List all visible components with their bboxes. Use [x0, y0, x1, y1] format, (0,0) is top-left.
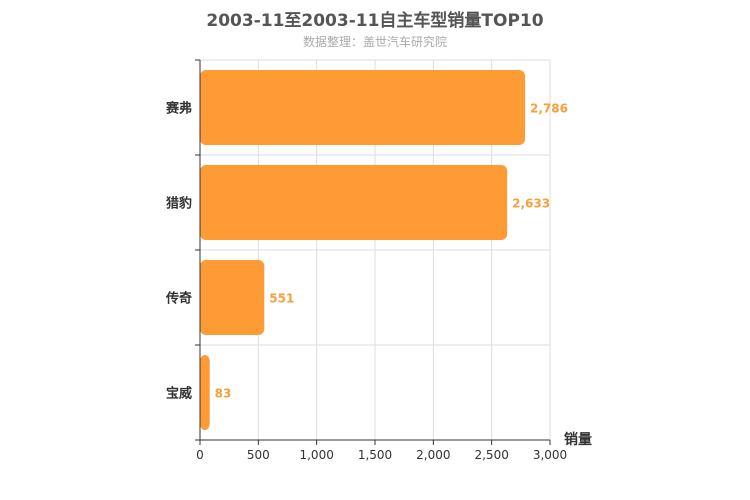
value-label: 83	[215, 387, 232, 401]
x-tick-label: 3,000	[533, 448, 567, 462]
category-label: 传奇	[165, 291, 192, 307]
x-tick-label: 0	[196, 448, 204, 462]
chart-title: 2003-11至2003-11自主车型销量TOP10	[206, 11, 544, 31]
value-label: 2,633	[512, 197, 550, 211]
x-tick-label: 500	[247, 448, 270, 462]
x-tick-label: 2,000	[416, 448, 450, 462]
x-tick-label: 1,500	[358, 448, 392, 462]
category-label: 宝威	[166, 386, 192, 402]
category-label: 猎豹	[166, 196, 192, 212]
x-axis-title: 销量	[564, 431, 592, 448]
x-tick-label: 2,500	[474, 448, 508, 462]
x-tick-label: 1,000	[299, 448, 333, 462]
bar	[200, 70, 526, 145]
bar	[200, 355, 210, 430]
value-label: 2,786	[530, 102, 568, 116]
category-label: 赛弗	[165, 101, 192, 117]
value-label: 551	[269, 292, 294, 306]
bar	[200, 260, 265, 335]
bar	[200, 165, 508, 240]
chart-subtitle: 数据整理：盖世汽车研究院	[302, 35, 447, 49]
